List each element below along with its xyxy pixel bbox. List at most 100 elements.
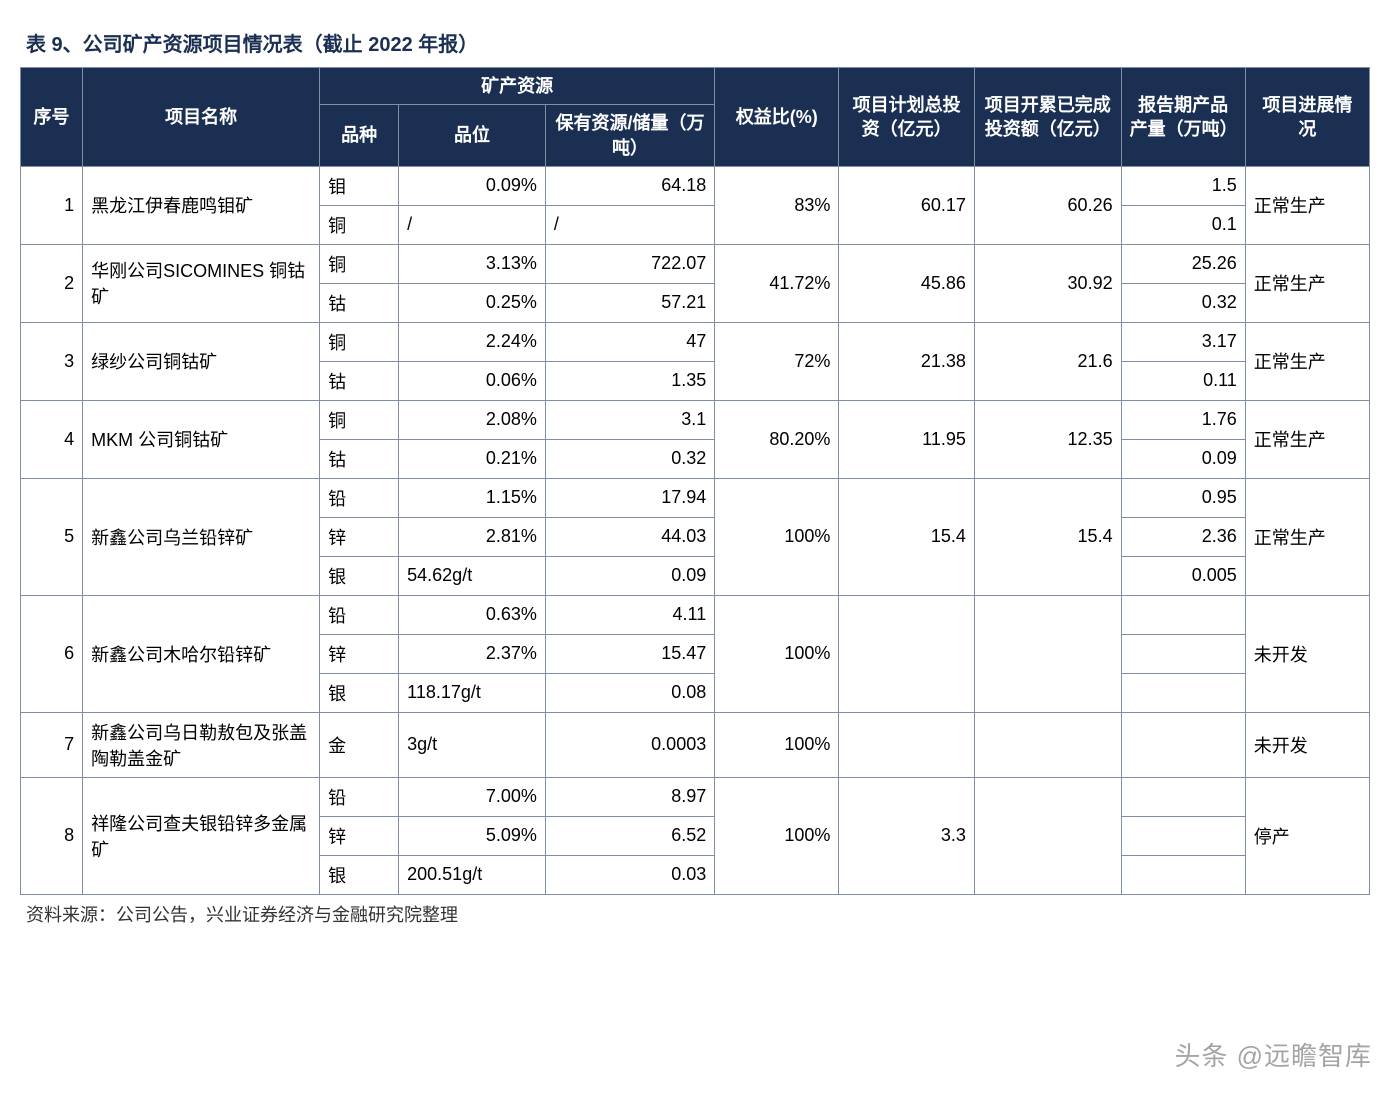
cell-output: 1.76 xyxy=(1121,400,1245,439)
cell-grade: 0.21% xyxy=(399,439,546,478)
cell-seq: 6 xyxy=(21,595,83,712)
cell-status: 正常生产 xyxy=(1245,166,1369,244)
cell-reserve: 0.09 xyxy=(545,556,714,595)
cell-variety: 钴 xyxy=(320,439,399,478)
cell-output: 0.1 xyxy=(1121,205,1245,244)
cell-planned: 3.3 xyxy=(839,777,974,894)
cell-grade: 0.09% xyxy=(399,166,546,205)
cell-equity: 83% xyxy=(715,166,839,244)
th-variety: 品种 xyxy=(320,105,399,167)
cell-grade: 3.13% xyxy=(399,244,546,283)
cell-grade: / xyxy=(399,205,546,244)
cell-planned: 60.17 xyxy=(839,166,974,244)
cell-name: MKM 公司铜钴矿 xyxy=(83,400,320,478)
cell-completed: 12.35 xyxy=(974,400,1121,478)
cell-planned: 11.95 xyxy=(839,400,974,478)
cell-variety: 银 xyxy=(320,673,399,712)
table-row: 6新鑫公司木哈尔铅锌矿铅0.63%4.11100%未开发 xyxy=(21,595,1370,634)
cell-output xyxy=(1121,855,1245,894)
cell-grade: 2.81% xyxy=(399,517,546,556)
cell-output: 25.26 xyxy=(1121,244,1245,283)
cell-planned: 21.38 xyxy=(839,322,974,400)
cell-grade: 200.51g/t xyxy=(399,855,546,894)
cell-reserve: 6.52 xyxy=(545,816,714,855)
th-planned: 项目计划总投资（亿元） xyxy=(839,68,974,167)
th-equity: 权益比(%) xyxy=(715,68,839,167)
cell-grade: 7.00% xyxy=(399,777,546,816)
cell-variety: 铅 xyxy=(320,478,399,517)
cell-seq: 1 xyxy=(21,166,83,244)
cell-grade: 2.37% xyxy=(399,634,546,673)
table-row: 1黑龙江伊春鹿鸣钼矿钼0.09%64.1883%60.1760.261.5正常生… xyxy=(21,166,1370,205)
cell-output xyxy=(1121,595,1245,634)
th-reserve: 保有资源/储量（万吨） xyxy=(545,105,714,167)
cell-reserve: 8.97 xyxy=(545,777,714,816)
cell-variety: 钴 xyxy=(320,361,399,400)
cell-output xyxy=(1121,816,1245,855)
cell-reserve: 722.07 xyxy=(545,244,714,283)
cell-status: 未开发 xyxy=(1245,595,1369,712)
cell-status: 正常生产 xyxy=(1245,478,1369,595)
cell-seq: 2 xyxy=(21,244,83,322)
cell-grade: 3g/t xyxy=(399,712,546,777)
cell-reserve: 4.11 xyxy=(545,595,714,634)
cell-status: 未开发 xyxy=(1245,712,1369,777)
cell-grade: 54.62g/t xyxy=(399,556,546,595)
cell-seq: 8 xyxy=(21,777,83,894)
cell-variety: 铜 xyxy=(320,322,399,361)
table-row: 4MKM 公司铜钴矿铜2.08%3.180.20%11.9512.351.76正… xyxy=(21,400,1370,439)
cell-grade: 118.17g/t xyxy=(399,673,546,712)
cell-status: 正常生产 xyxy=(1245,322,1369,400)
cell-name: 黑龙江伊春鹿鸣钼矿 xyxy=(83,166,320,244)
th-grade: 品位 xyxy=(399,105,546,167)
cell-variety: 钼 xyxy=(320,166,399,205)
th-resources-group: 矿产资源 xyxy=(320,68,715,105)
cell-variety: 铅 xyxy=(320,595,399,634)
cell-grade: 2.08% xyxy=(399,400,546,439)
cell-grade: 0.63% xyxy=(399,595,546,634)
cell-variety: 锌 xyxy=(320,816,399,855)
cell-seq: 7 xyxy=(21,712,83,777)
cell-name: 新鑫公司乌日勒敖包及张盖陶勒盖金矿 xyxy=(83,712,320,777)
cell-name: 新鑫公司乌兰铅锌矿 xyxy=(83,478,320,595)
cell-variety: 锌 xyxy=(320,517,399,556)
cell-planned: 45.86 xyxy=(839,244,974,322)
cell-reserve: 44.03 xyxy=(545,517,714,556)
cell-equity: 100% xyxy=(715,595,839,712)
cell-variety: 金 xyxy=(320,712,399,777)
cell-output: 0.005 xyxy=(1121,556,1245,595)
th-status: 项目进展情况 xyxy=(1245,68,1369,167)
cell-output: 0.32 xyxy=(1121,283,1245,322)
cell-output: 1.5 xyxy=(1121,166,1245,205)
cell-output xyxy=(1121,777,1245,816)
cell-reserve: 1.35 xyxy=(545,361,714,400)
table-source: 资料来源：公司公告，兴业证券经济与金融研究院整理 xyxy=(26,901,1370,927)
cell-reserve: 0.32 xyxy=(545,439,714,478)
cell-name: 华刚公司SICOMINES 铜钴矿 xyxy=(83,244,320,322)
cell-equity: 80.20% xyxy=(715,400,839,478)
cell-equity: 100% xyxy=(715,712,839,777)
cell-variety: 铜 xyxy=(320,400,399,439)
cell-planned: 15.4 xyxy=(839,478,974,595)
cell-completed xyxy=(974,777,1121,894)
cell-output xyxy=(1121,712,1245,777)
cell-output: 3.17 xyxy=(1121,322,1245,361)
cell-reserve: 47 xyxy=(545,322,714,361)
cell-name: 新鑫公司木哈尔铅锌矿 xyxy=(83,595,320,712)
cell-reserve: 64.18 xyxy=(545,166,714,205)
cell-grade: 0.25% xyxy=(399,283,546,322)
cell-output: 0.09 xyxy=(1121,439,1245,478)
cell-completed xyxy=(974,595,1121,712)
cell-reserve: 0.08 xyxy=(545,673,714,712)
table-row: 3绿纱公司铜钴矿铜2.24%4772%21.3821.63.17正常生产 xyxy=(21,322,1370,361)
table-row: 2华刚公司SICOMINES 铜钴矿铜3.13%722.0741.72%45.8… xyxy=(21,244,1370,283)
table-row: 7新鑫公司乌日勒敖包及张盖陶勒盖金矿金3g/t0.0003100% 未开发 xyxy=(21,712,1370,777)
cell-reserve: 0.0003 xyxy=(545,712,714,777)
cell-equity: 72% xyxy=(715,322,839,400)
cell-seq: 4 xyxy=(21,400,83,478)
cell-reserve: 17.94 xyxy=(545,478,714,517)
cell-seq: 3 xyxy=(21,322,83,400)
cell-output: 2.36 xyxy=(1121,517,1245,556)
cell-status: 正常生产 xyxy=(1245,400,1369,478)
cell-variety: 银 xyxy=(320,556,399,595)
